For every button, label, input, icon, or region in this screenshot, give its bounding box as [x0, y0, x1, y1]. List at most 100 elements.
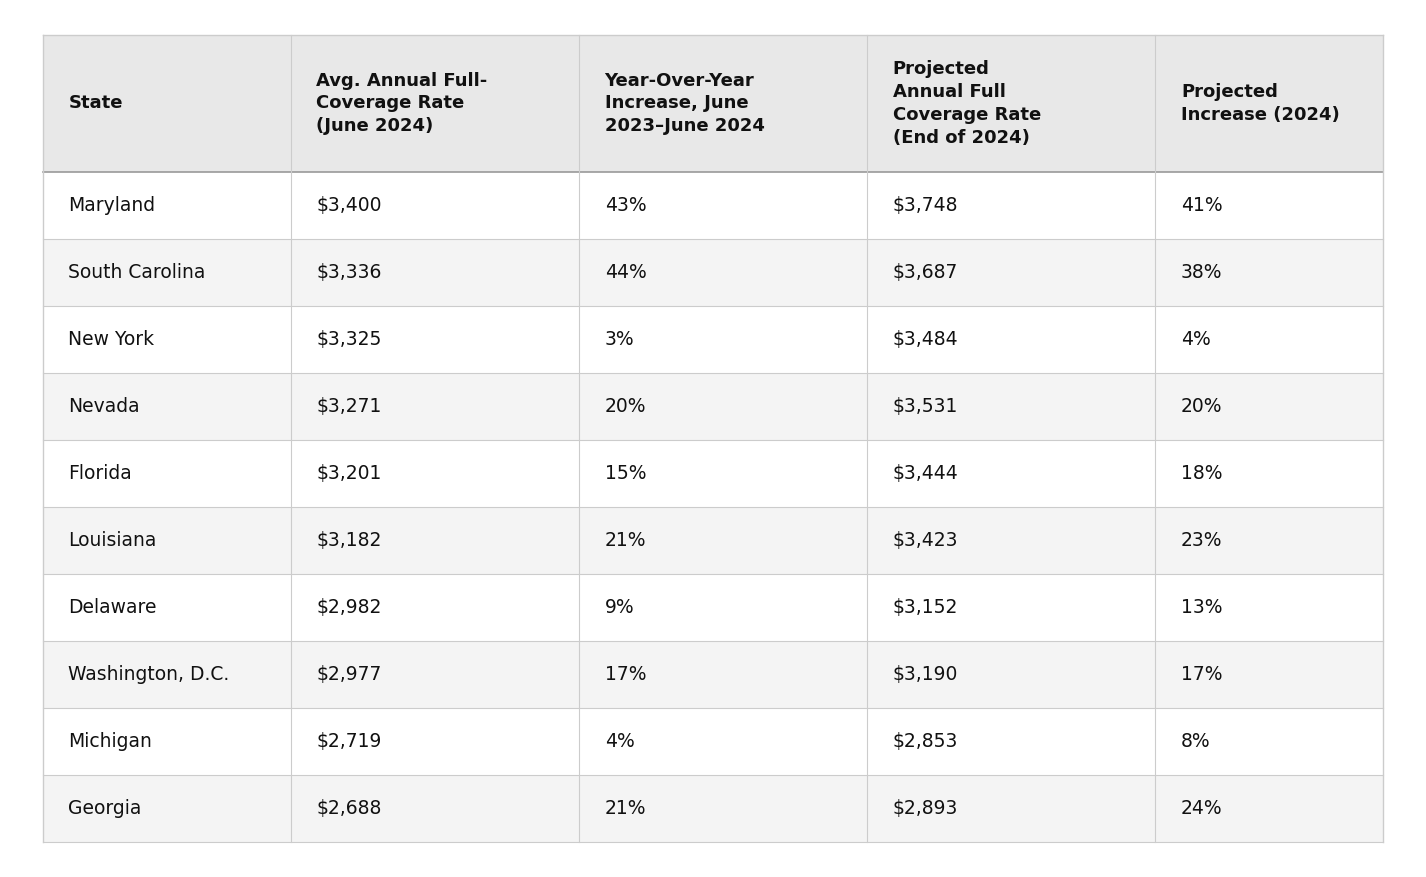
Text: New York: New York [68, 330, 154, 349]
Text: 20%: 20% [1181, 396, 1222, 416]
Text: $3,271: $3,271 [317, 396, 382, 416]
Text: Year-Over-Year
Increase, June
2023–June 2024: Year-Over-Year Increase, June 2023–June … [605, 72, 764, 135]
Bar [579, 775, 867, 842]
Text: 44%: 44% [605, 263, 646, 282]
Text: $2,893: $2,893 [893, 799, 958, 818]
Text: 38%: 38% [1181, 263, 1222, 282]
Bar [867, 440, 1155, 507]
Bar [579, 172, 867, 239]
Text: $3,201: $3,201 [317, 464, 382, 483]
Text: Michigan: Michigan [68, 732, 153, 751]
Bar [867, 641, 1155, 708]
Text: Avg. Annual Full-
Coverage Rate
(June 2024): Avg. Annual Full- Coverage Rate (June 20… [317, 72, 488, 135]
Text: 13%: 13% [1181, 598, 1222, 617]
Text: Nevada: Nevada [68, 396, 140, 416]
Bar [579, 574, 867, 641]
Text: 3%: 3% [605, 330, 635, 349]
Text: $3,152: $3,152 [893, 598, 958, 617]
Text: 23%: 23% [1181, 531, 1222, 550]
Bar [579, 641, 867, 708]
Bar [291, 641, 579, 708]
Text: $2,982: $2,982 [317, 598, 382, 617]
Bar [579, 373, 867, 440]
Text: South Carolina: South Carolina [68, 263, 205, 282]
Bar [579, 239, 867, 306]
Text: Georgia: Georgia [68, 799, 141, 818]
Bar [867, 574, 1155, 641]
Bar [1155, 507, 1383, 574]
Text: $2,977: $2,977 [317, 665, 382, 684]
Text: $3,400: $3,400 [317, 196, 382, 215]
Bar [43, 641, 291, 708]
Text: 21%: 21% [605, 531, 646, 550]
Bar [867, 239, 1155, 306]
Bar [867, 373, 1155, 440]
Text: 9%: 9% [605, 598, 635, 617]
Text: Maryland: Maryland [68, 196, 155, 215]
Text: $3,531: $3,531 [893, 396, 958, 416]
Bar [43, 440, 291, 507]
Text: $3,325: $3,325 [317, 330, 382, 349]
Bar [43, 172, 291, 239]
Text: Projected
Increase (2024): Projected Increase (2024) [1181, 83, 1340, 124]
Text: $3,182: $3,182 [317, 531, 382, 550]
Text: 8%: 8% [1181, 732, 1211, 751]
Bar [291, 775, 579, 842]
Text: $2,719: $2,719 [317, 732, 382, 751]
Bar [291, 239, 579, 306]
Bar [43, 574, 291, 641]
Bar [43, 708, 291, 775]
Bar [579, 507, 867, 574]
Text: 18%: 18% [1181, 464, 1222, 483]
Text: Louisiana: Louisiana [68, 531, 157, 550]
Text: $3,423: $3,423 [893, 531, 958, 550]
Bar [291, 35, 579, 172]
Bar [579, 35, 867, 172]
Bar [291, 306, 579, 373]
Text: 24%: 24% [1181, 799, 1222, 818]
Bar [1155, 641, 1383, 708]
Bar [1155, 373, 1383, 440]
Bar [1155, 574, 1383, 641]
Bar [1155, 775, 1383, 842]
Text: $3,444: $3,444 [893, 464, 958, 483]
Bar [291, 373, 579, 440]
Bar [291, 574, 579, 641]
Bar [291, 440, 579, 507]
Text: Washington, D.C.: Washington, D.C. [68, 665, 230, 684]
Bar [43, 507, 291, 574]
Bar [43, 35, 291, 172]
Text: $3,484: $3,484 [893, 330, 958, 349]
Text: $3,687: $3,687 [893, 263, 958, 282]
Bar [43, 306, 291, 373]
Text: 20%: 20% [605, 396, 646, 416]
Text: $2,853: $2,853 [893, 732, 958, 751]
Text: 43%: 43% [605, 196, 646, 215]
Text: 41%: 41% [1181, 196, 1222, 215]
Bar [1155, 306, 1383, 373]
Text: Delaware: Delaware [68, 598, 157, 617]
Bar [43, 373, 291, 440]
Text: 4%: 4% [605, 732, 635, 751]
Bar [867, 306, 1155, 373]
Bar [579, 440, 867, 507]
Text: 21%: 21% [605, 799, 646, 818]
Text: State: State [68, 95, 123, 112]
Bar [291, 507, 579, 574]
Text: $3,748: $3,748 [893, 196, 958, 215]
Text: 17%: 17% [605, 665, 646, 684]
Text: $2,688: $2,688 [317, 799, 382, 818]
Bar [291, 708, 579, 775]
Bar [43, 239, 291, 306]
Bar [867, 708, 1155, 775]
Bar [1155, 239, 1383, 306]
Text: Florida: Florida [68, 464, 133, 483]
Bar [1155, 708, 1383, 775]
Bar [579, 708, 867, 775]
Bar [867, 35, 1155, 172]
Bar [867, 775, 1155, 842]
Bar [43, 775, 291, 842]
Text: 17%: 17% [1181, 665, 1222, 684]
Bar [867, 172, 1155, 239]
Bar [867, 507, 1155, 574]
